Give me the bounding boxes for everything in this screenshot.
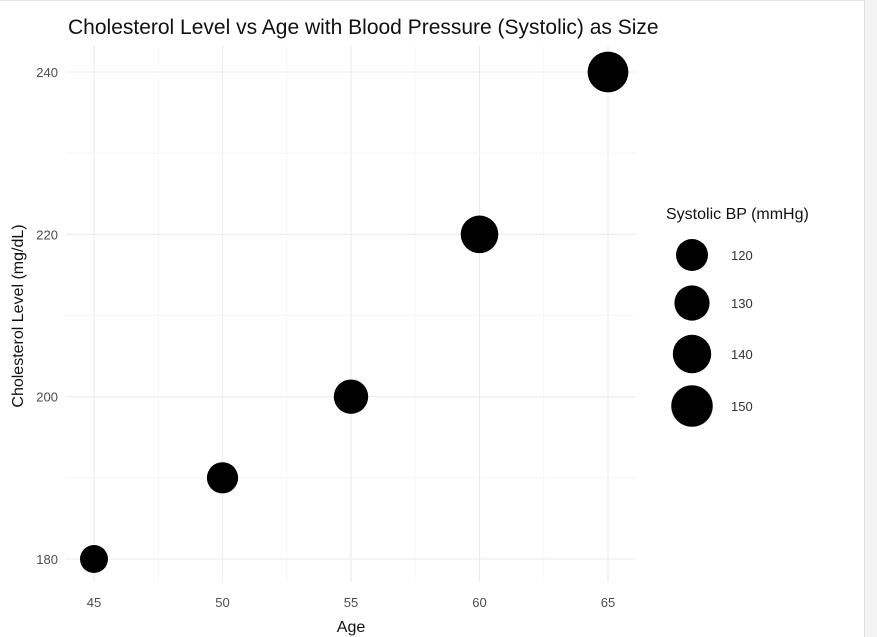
y-axis-title: Cholesterol Level (mg/dL): [10, 224, 27, 407]
y-tick-label: 200: [36, 390, 58, 405]
size-legend: Systolic BP (mmHg) 120 130 140 150: [666, 206, 809, 427]
window-scrollbar[interactable]: [864, 0, 877, 637]
x-tick-label: 45: [87, 595, 101, 610]
y-tick-label: 180: [36, 552, 58, 567]
x-axis-title: Age: [337, 619, 366, 636]
legend-entries: 120 130 140 150: [671, 239, 753, 427]
legend-label: 130: [731, 296, 753, 311]
x-tick-label: 50: [215, 595, 229, 610]
x-axis-ticks: 45 50 55 60 65: [87, 595, 615, 610]
grid-lines: [66, 46, 636, 582]
data-point: [206, 462, 239, 494]
window-top-border: [0, 0, 864, 1]
data-point: [460, 215, 499, 254]
data-points: [80, 51, 629, 573]
data-point: [80, 545, 108, 573]
legend-label: 140: [731, 347, 753, 362]
y-tick-label: 240: [36, 65, 58, 80]
y-tick-label: 220: [36, 227, 58, 242]
legend-label: 150: [731, 399, 753, 414]
y-axis-ticks: 180 200 220 240: [36, 65, 58, 567]
x-tick-label: 60: [472, 595, 486, 610]
legend-key-circle: [672, 334, 712, 374]
legend-label: 120: [731, 248, 753, 263]
data-point: [587, 51, 629, 93]
legend-key-circle: [674, 285, 710, 321]
x-tick-label: 55: [344, 595, 358, 610]
legend-key-circle: [676, 239, 708, 271]
x-tick-label: 65: [601, 595, 615, 610]
chart-title: Cholesterol Level vs Age with Blood Pres…: [68, 16, 659, 39]
data-point: [333, 379, 369, 414]
legend-title: Systolic BP (mmHg): [666, 206, 809, 223]
legend-key-circle: [671, 385, 713, 427]
